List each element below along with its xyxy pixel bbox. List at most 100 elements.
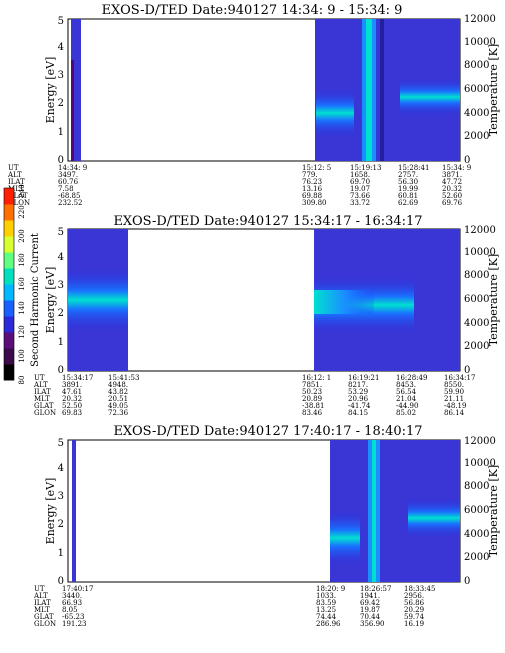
- panel-2-left-label: Energy [eV]: [44, 267, 57, 334]
- row-label: UT: [34, 374, 45, 382]
- left-tick: 5: [58, 438, 64, 449]
- cell: 779.: [302, 171, 318, 179]
- row-label: ALT: [33, 592, 48, 600]
- panel-3-band-b: [408, 498, 460, 538]
- panel-2-left-ticks: 0 1 2 3 4 5: [58, 227, 64, 376]
- cell: 21.11: [444, 395, 464, 403]
- cell: 69.76: [442, 199, 463, 207]
- right-tick: 6000: [464, 294, 489, 305]
- right-tick: 2000: [464, 341, 489, 352]
- cell: 56.30: [398, 178, 418, 186]
- cell: 20.89: [302, 395, 322, 403]
- cell: 69.83: [62, 409, 82, 417]
- colorbar-tick: 180: [18, 253, 26, 266]
- right-tick: 0: [464, 576, 470, 587]
- cell: 83.46: [302, 409, 323, 417]
- colorbar-block: [4, 284, 14, 301]
- cell: 19.87: [360, 606, 380, 614]
- panel-1-band-a: [316, 88, 354, 138]
- cell: -68.85: [58, 192, 80, 200]
- panel-3-right-label: Temperature [K]: [487, 465, 500, 557]
- cell: 53.29: [348, 388, 368, 396]
- cell: 356.90: [360, 620, 385, 628]
- panel-1-title: EXOS-D/TED Date:940127 14:34: 9 - 15:34:…: [102, 3, 403, 18]
- cell: 309.80: [302, 199, 327, 207]
- left-tick: 0: [58, 365, 64, 376]
- cell: 7.58: [58, 185, 74, 193]
- left-tick: 1: [58, 548, 64, 559]
- cell: 56.54: [396, 388, 417, 396]
- row-label: ILAT: [34, 388, 51, 396]
- panel-1-left-label: Energy [eV]: [44, 57, 57, 124]
- cell: 20.51: [108, 395, 128, 403]
- cell: 191.23: [62, 620, 87, 628]
- cell: 15:41:53: [108, 374, 139, 382]
- row-label: MLT: [8, 185, 24, 193]
- row-label: MLT: [34, 606, 50, 614]
- cell: 16:28:49: [396, 374, 427, 382]
- cell: 3497.: [58, 171, 78, 179]
- panel-3-left-ticks: 0 1 2 3 4 5: [58, 438, 64, 587]
- cell: 1941.: [360, 592, 380, 600]
- cell: 2757.: [398, 171, 418, 179]
- cell: 232.52: [58, 199, 83, 207]
- right-tick: 2000: [464, 131, 489, 142]
- cell: 72.36: [108, 409, 129, 417]
- row-label: GLAT: [34, 402, 54, 410]
- right-tick: 8000: [464, 270, 489, 281]
- panel-3-left-label: Energy [eV]: [44, 478, 57, 545]
- right-tick: 4000: [464, 108, 489, 119]
- colorbar-frame: [3, 187, 15, 381]
- cell: 1658.: [350, 171, 370, 179]
- panel-1-data-strip-left: [71, 19, 81, 161]
- colorbar-block: [4, 220, 14, 237]
- cell: 50.23: [302, 388, 322, 396]
- colorbar-tick: 100: [18, 349, 26, 362]
- left-tick: 2: [58, 98, 64, 109]
- colorbar-tick: 120: [18, 325, 26, 338]
- cell: 85.02: [396, 409, 416, 417]
- colorbar-block: [4, 348, 14, 365]
- left-tick: 3: [58, 70, 64, 81]
- cell: 62.69: [398, 199, 418, 207]
- panel-3-band-a: [330, 510, 360, 566]
- cell: 2956.: [404, 592, 424, 600]
- panel-3-data-strip-left: [72, 440, 76, 582]
- cell: 15:19:13: [350, 164, 381, 172]
- cell: 20.32: [442, 185, 462, 193]
- cell: 20.32: [62, 395, 82, 403]
- cell: 86.14: [444, 409, 465, 417]
- row-label: ALT: [33, 381, 48, 389]
- cell: 66.93: [62, 599, 82, 607]
- left-tick: 4: [58, 252, 64, 263]
- left-tick: 1: [58, 337, 64, 348]
- cell: 3440.: [62, 592, 82, 600]
- right-tick: 4000: [464, 318, 489, 329]
- panel-2-right-ticks: 0 2000 4000 6000 8000 10000 12000: [464, 225, 496, 376]
- cell: 19.99: [398, 185, 418, 193]
- panel-2: EXOS-D/TED Date:940127 15:34:17 - 16:34:…: [33, 214, 500, 417]
- right-tick: 6000: [464, 84, 489, 95]
- right-tick: 10000: [464, 247, 496, 258]
- row-label: GLAT: [8, 192, 28, 200]
- cell: 14:34: 9: [58, 164, 87, 172]
- left-tick: 3: [58, 491, 64, 502]
- right-tick: 8000: [464, 481, 489, 492]
- cell: 13.16: [302, 185, 323, 193]
- left-tick: 5: [58, 16, 64, 27]
- cell: 8217.: [348, 381, 368, 389]
- cell: 19.07: [350, 185, 370, 193]
- row-label: MLT: [34, 395, 50, 403]
- cell: 16:12: 1: [302, 374, 331, 382]
- panel-1-info-table: UT ALT ILAT MLT GLAT GLON 14:34: 9 3497.…: [7, 164, 471, 207]
- cell: 70.44: [360, 613, 381, 621]
- row-label: GLON: [34, 620, 56, 628]
- cell: 16:19:21: [348, 374, 379, 382]
- panel-1-data-strip-left-dark: [71, 60, 74, 161]
- left-tick: 5: [58, 227, 64, 238]
- colorbar-tick: 220: [18, 205, 26, 218]
- cell: 17:40:17: [62, 585, 93, 593]
- row-label: ILAT: [34, 599, 51, 607]
- cell: 69.42: [360, 599, 380, 607]
- cell: 20.96: [348, 395, 369, 403]
